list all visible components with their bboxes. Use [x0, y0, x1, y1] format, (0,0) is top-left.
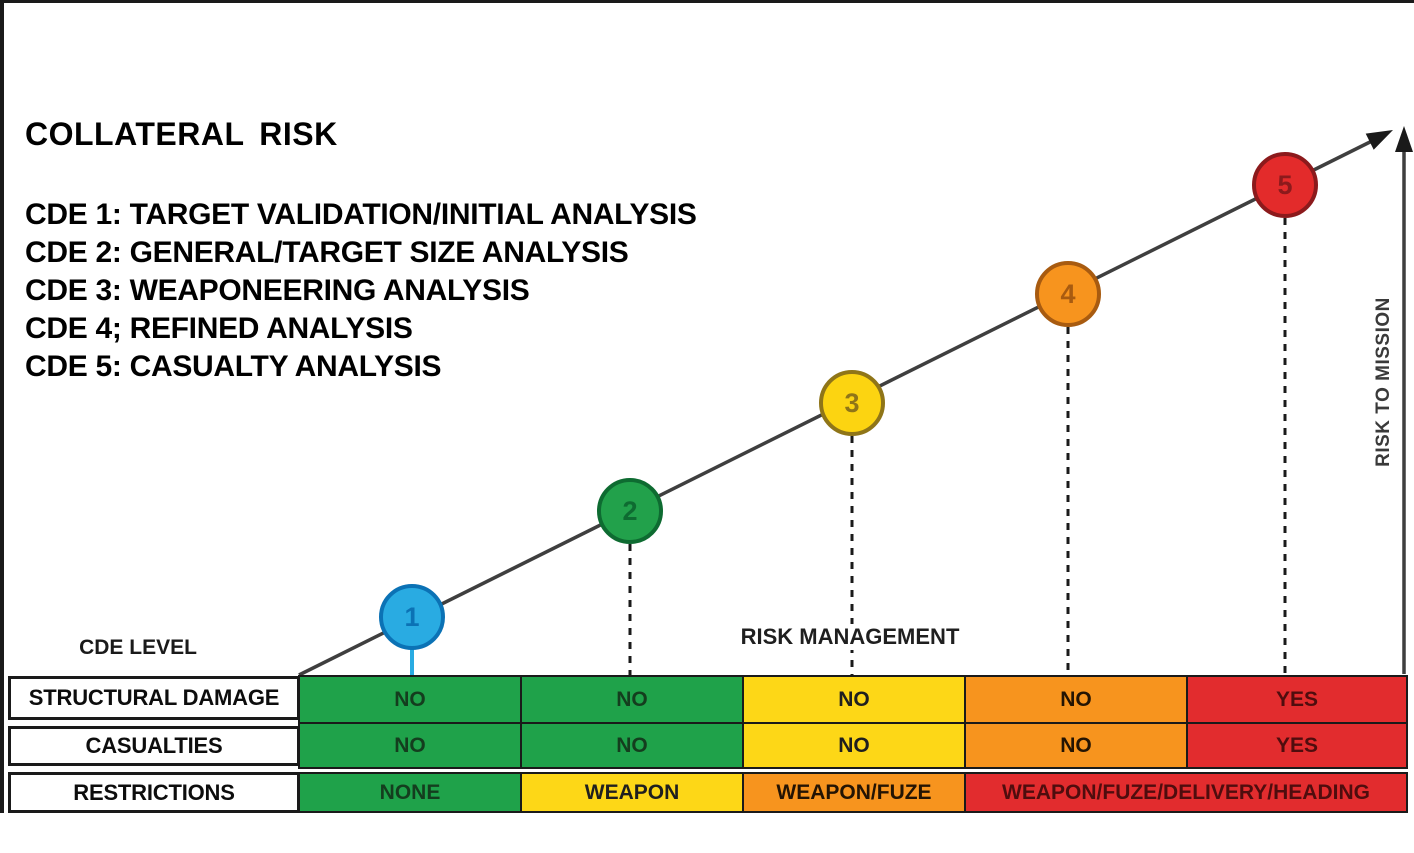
cell-restrictions-weapon-fuze-delivery-heading: WEAPON/FUZE/DELIVERY/HEADING	[964, 772, 1408, 813]
cell-restrictions-weapon: WEAPON	[520, 772, 744, 813]
cell-casualties-cde4: NO	[964, 722, 1188, 769]
diagonal-arrowhead-icon	[1365, 130, 1393, 150]
cell-casualties-cde5: YES	[1186, 722, 1408, 769]
cde-definition-2: CDE 2: GENERAL/TARGET SIZE ANALYSIS	[25, 236, 629, 269]
cell-structural-damage-cde1: NO	[298, 675, 522, 724]
cell-restrictions-none: NONE	[298, 772, 522, 813]
milestone-number-2: 2	[622, 495, 638, 526]
cell-restrictions-weapon-fuze: WEAPON/FUZE	[742, 772, 966, 813]
milestone-number-4: 4	[1060, 278, 1076, 309]
risk-to-mission-text: RISK TO MISSION	[1373, 297, 1394, 467]
top-border-line	[0, 0, 1414, 3]
risk-management-text: RISK MANAGEMENT	[734, 624, 966, 650]
cde-definition-5: CDE 5: CASUALTY ANALYSIS	[25, 350, 442, 383]
cde-definition-1: CDE 1: TARGET VALIDATION/INITIAL ANALYSI…	[25, 198, 697, 231]
cell-casualties-cde3: NO	[742, 722, 966, 769]
risk-management-label: RISK MANAGEMENT	[700, 624, 1000, 650]
cde-definitions-list: CDE 1: TARGET VALIDATION/INITIAL ANALYSI…	[25, 196, 697, 386]
cell-structural-damage-cde4: NO	[964, 675, 1188, 724]
cell-structural-damage-cde5: YES	[1186, 675, 1408, 724]
cde-definition-3: CDE 3: WEAPONEERING ANALYSIS	[25, 274, 530, 307]
left-border-line	[0, 0, 4, 813]
row-label-structural-damage: STRUCTURAL DAMAGE	[8, 676, 300, 720]
milestone-number-3: 3	[844, 387, 860, 418]
cell-casualties-cde1: NO	[298, 722, 522, 769]
vertical-arrowhead-icon	[1395, 126, 1413, 152]
cde-definition-4: CDE 4; REFINED ANALYSIS	[25, 312, 413, 345]
milestone-number-5: 5	[1277, 169, 1293, 200]
milestone-number-1: 1	[404, 601, 420, 632]
milestone-circle-1: 1	[379, 584, 445, 650]
row-label-restrictions: RESTRICTIONS	[8, 772, 300, 813]
milestone-circle-2: 2	[597, 478, 663, 544]
cell-casualties-cde2: NO	[520, 722, 744, 769]
milestone-circle-3: 3	[819, 370, 885, 436]
page-title: COLLATERAL RISK	[25, 116, 338, 152]
milestone-circle-5: 5	[1252, 152, 1318, 218]
cell-structural-damage-cde3: NO	[742, 675, 966, 724]
cell-structural-damage-cde2: NO	[520, 675, 744, 724]
cde-level-label: CDE LEVEL	[79, 636, 197, 659]
row-label-casualties: CASUALTIES	[8, 726, 300, 766]
milestone-circle-4: 4	[1035, 261, 1101, 327]
